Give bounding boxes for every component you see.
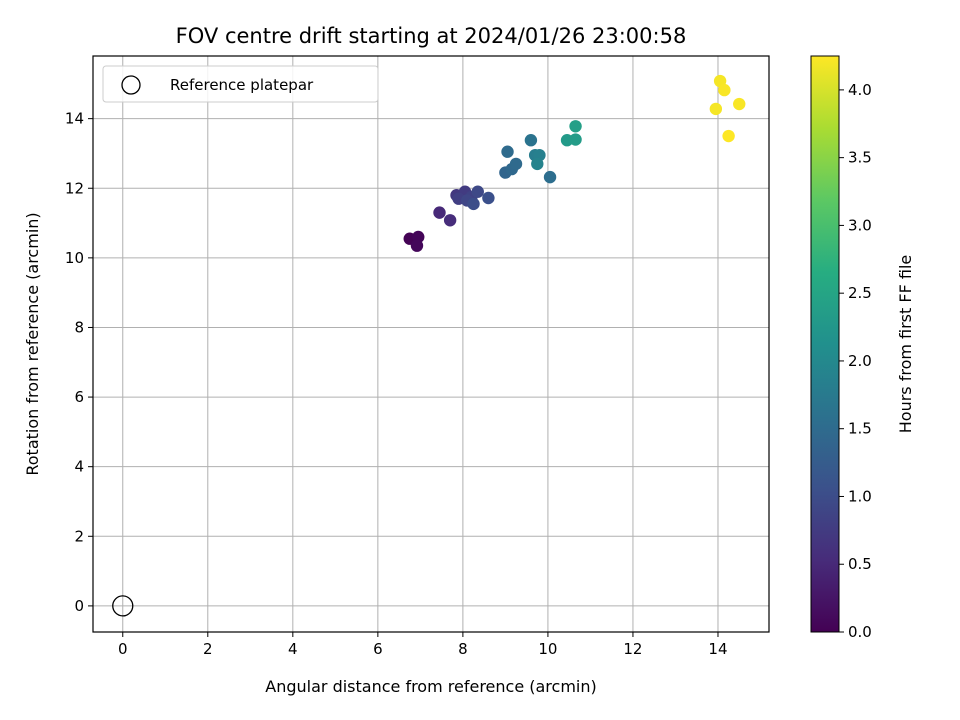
plot-frame <box>92 55 770 633</box>
data-points <box>403 74 746 252</box>
x-tick-label: 4 <box>288 640 298 658</box>
data-point <box>709 102 723 116</box>
colorbar-tick-label: 1.5 <box>848 420 872 438</box>
grid <box>93 56 769 632</box>
y-tick-label: 14 <box>65 110 84 128</box>
data-point <box>410 239 424 252</box>
data-point <box>531 157 544 171</box>
y-tick-label: 10 <box>65 249 84 267</box>
data-point <box>718 83 731 97</box>
axis-ticks: 0 2 4 6 8 10 12 14 0 2 4 6 8 10 12 14 <box>65 110 728 658</box>
x-tick-label: 8 <box>458 640 468 658</box>
colorbar-tick-label: 2.5 <box>848 284 872 302</box>
y-tick-label: 8 <box>74 318 84 336</box>
data-point <box>524 134 538 147</box>
data-point <box>543 170 557 184</box>
legend-label: Reference platepar <box>170 76 314 94</box>
colorbar-tick-label: 0.5 <box>848 555 872 573</box>
y-tick-label: 0 <box>74 597 84 615</box>
legend-box <box>102 65 379 103</box>
reference-point <box>112 595 134 617</box>
data-point <box>433 206 446 219</box>
colorbar-tick-label: 2.0 <box>848 352 872 370</box>
colorbar-tick-label: 4.0 <box>848 81 872 99</box>
x-axis-label: Angular distance from reference (arcmin) <box>265 677 596 696</box>
x-tick-label: 6 <box>373 640 383 658</box>
data-point <box>569 120 582 133</box>
y-axis-label: Rotation from reference (arcmin) <box>23 212 42 475</box>
colorbar-tick-label: 0.0 <box>848 623 872 641</box>
data-point <box>471 185 484 198</box>
y-tick-label: 6 <box>74 388 84 406</box>
y-tick-label: 2 <box>74 527 84 545</box>
data-point <box>722 129 735 143</box>
x-tick-label: 0 <box>118 640 128 658</box>
reference-marker <box>112 595 134 617</box>
colorbar-tick-label: 3.5 <box>848 149 872 167</box>
data-point <box>509 157 523 171</box>
colorbar-ticks: 0.0 0.5 1.0 1.5 2.0 2.5 3.0 3.5 4.0 <box>839 81 872 641</box>
y-tick-label: 12 <box>65 179 84 197</box>
data-point <box>467 197 480 211</box>
colorbar-tick-label: 3.0 <box>848 216 872 234</box>
data-point <box>733 97 746 111</box>
data-point <box>482 191 495 205</box>
chart-title: FOV centre drift starting at 2024/01/26 … <box>176 24 687 48</box>
colorbar: 0.0 0.5 1.0 1.5 2.0 2.5 3.0 3.5 4.0 Hours from f… <box>810 55 915 641</box>
colorbar-gradient <box>810 55 840 633</box>
data-point <box>443 214 457 227</box>
data-point <box>501 145 514 158</box>
colorbar-label: Hours from first FF file <box>896 255 915 434</box>
x-tick-label: 2 <box>203 640 213 658</box>
y-tick-label: 4 <box>74 458 84 476</box>
x-tick-label: 10 <box>538 640 557 658</box>
x-tick-label: 14 <box>708 640 727 658</box>
colorbar-tick-label: 1.0 <box>848 487 872 505</box>
x-tick-label: 12 <box>623 640 642 658</box>
data-point <box>569 133 582 146</box>
legend: Reference platepar <box>102 65 379 103</box>
legend-marker <box>121 75 141 95</box>
